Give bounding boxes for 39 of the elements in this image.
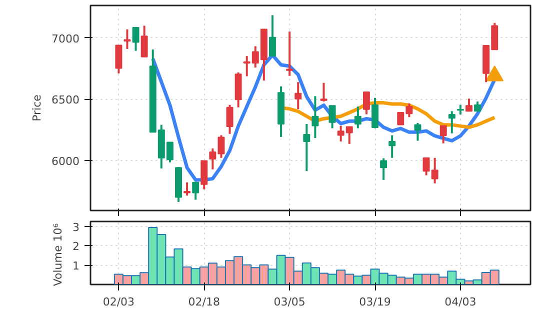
y-tick-label: 6000 <box>52 154 80 168</box>
candlestick <box>456 104 464 116</box>
candlestick <box>200 160 208 190</box>
x-tick-label: 02/18 <box>188 296 220 308</box>
candlestick <box>192 180 200 201</box>
candlestick <box>440 124 447 144</box>
candlestick <box>388 134 396 159</box>
candlestick <box>380 157 388 181</box>
candlestick <box>312 95 319 140</box>
x-tick-label: 03/19 <box>359 296 391 308</box>
y-tick-label: 2 <box>72 240 80 254</box>
candlestick <box>448 110 456 134</box>
candlestick <box>286 30 294 77</box>
candlestick <box>294 81 302 110</box>
candlestick <box>140 24 148 58</box>
y-tick-label: 3 <box>72 220 80 234</box>
candlestick <box>372 96 378 130</box>
y-axis-title: Price <box>30 94 44 122</box>
y-tick-label: 7000 <box>52 32 80 46</box>
candlestick <box>328 104 336 130</box>
candlestick <box>132 26 140 52</box>
y-tick-label: 6500 <box>52 94 80 107</box>
candlestick <box>414 122 422 142</box>
candlestick <box>226 104 234 135</box>
candlestick <box>362 91 370 116</box>
y-axis-title: Volume 10⁶ <box>52 222 64 286</box>
x-tick-label: 03/05 <box>274 296 306 308</box>
candlestick <box>124 28 131 50</box>
candlestick <box>303 122 310 172</box>
candlestick <box>115 44 122 74</box>
candlestick <box>354 106 362 130</box>
y-tick-label: 1 <box>72 260 80 273</box>
candlestick <box>465 98 472 112</box>
candlestick <box>474 100 482 112</box>
x-tick-label: 02/03 <box>102 296 135 308</box>
x-tick-label: 04/03 <box>444 296 476 308</box>
candlestick <box>320 82 328 102</box>
candlestick <box>268 14 276 58</box>
candlestick <box>184 181 191 197</box>
